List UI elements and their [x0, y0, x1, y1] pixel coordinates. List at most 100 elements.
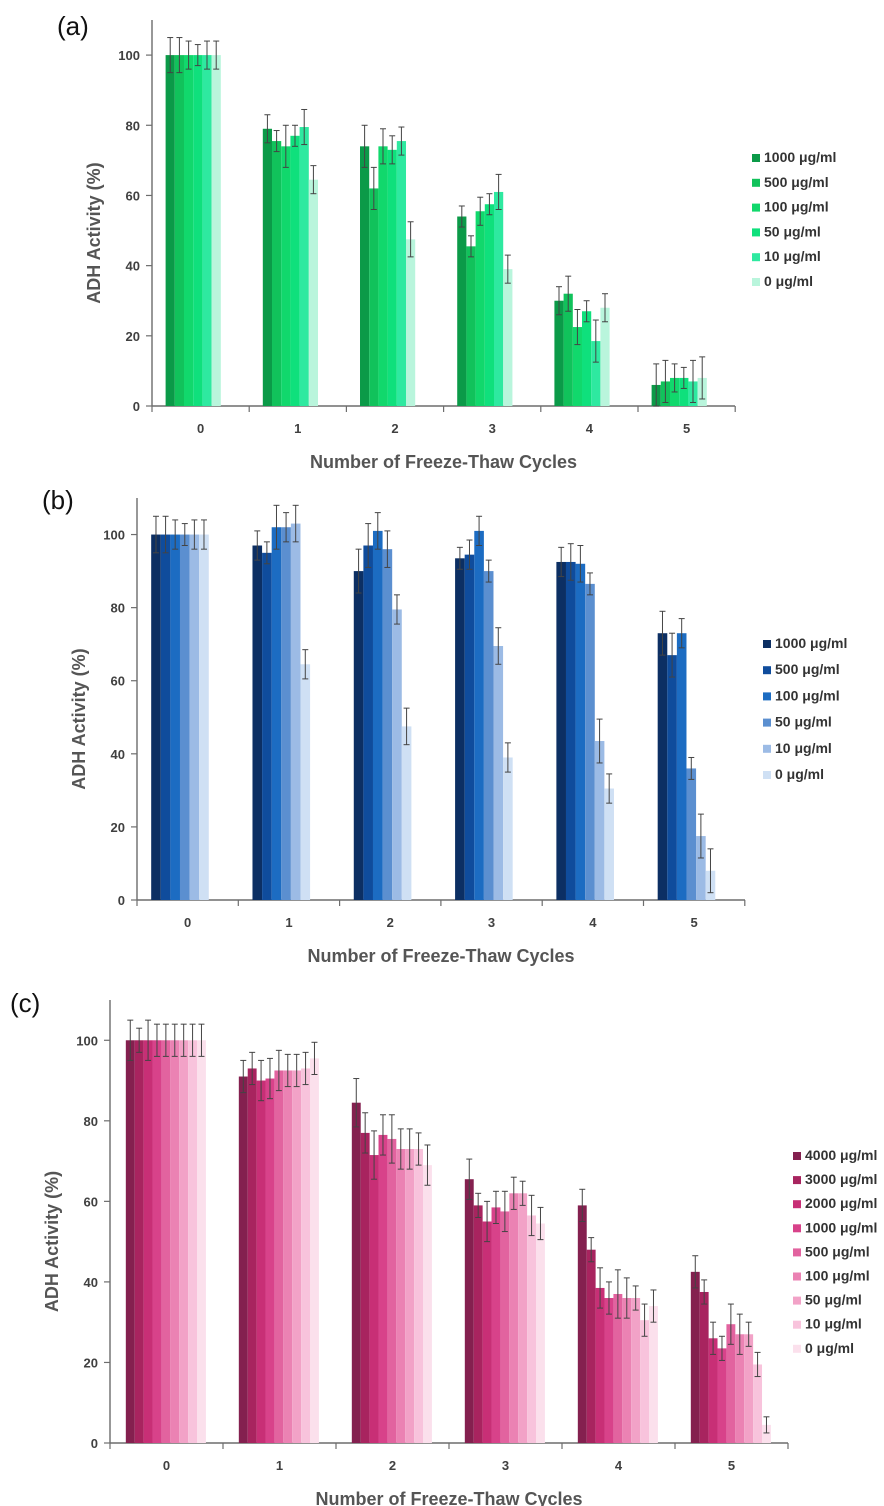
bar [594, 741, 605, 900]
legend-label: 4000 μg/ml [805, 1147, 877, 1163]
bar [252, 545, 263, 900]
bar [491, 1207, 501, 1443]
bar [536, 1223, 545, 1443]
bar [622, 1298, 632, 1443]
legend-label: 10 μg/ml [805, 1316, 862, 1332]
bar [554, 300, 564, 406]
y-tick-label: 100 [103, 528, 125, 543]
bar [396, 1149, 406, 1443]
bar [188, 1040, 198, 1443]
legend-label: 50 μg/ml [805, 1292, 862, 1308]
x-tick-label: 5 [683, 421, 690, 436]
x-tick-label: 5 [728, 1458, 735, 1473]
bar [308, 179, 319, 406]
bar [353, 571, 364, 900]
bar [134, 1040, 144, 1443]
bar [600, 307, 610, 406]
bar [189, 534, 200, 900]
panel-label: (b) [42, 485, 74, 515]
bar [572, 327, 583, 406]
bar [405, 1149, 415, 1443]
legend-swatch [793, 1296, 801, 1305]
bar [483, 571, 494, 900]
legend-swatch [752, 278, 760, 286]
legend-swatch [793, 1152, 801, 1160]
y-tick-label: 40 [111, 747, 125, 762]
legend: 4000 μg/ml 3000 μg/ml 2000 μg/ml 1000 μg/ml… [793, 1147, 877, 1356]
bar [474, 530, 484, 900]
y-tick-label: 100 [118, 48, 140, 63]
legend-label: 100 μg/ml [805, 1268, 870, 1284]
bar [170, 534, 180, 900]
y-tick-label: 0 [118, 893, 125, 908]
bar [360, 146, 370, 406]
y-tick-label: 80 [84, 1114, 98, 1129]
chart-panel-c: (c) 0 20 40 60 80 100 0 1 2 3 4 5 Number of Freeze-Th… [10, 988, 877, 1506]
x-tick-label: 1 [276, 1458, 283, 1473]
bar [378, 1134, 388, 1443]
bar [401, 726, 412, 900]
legend-swatch [793, 1200, 801, 1209]
bar [179, 1040, 189, 1443]
x-tick-label: 2 [389, 1458, 396, 1473]
bar [211, 55, 221, 406]
y-tick-label: 60 [126, 188, 140, 203]
bar [160, 534, 171, 900]
bar [509, 1193, 519, 1443]
x-axis-title: Number of Freeze-Thaw Cycles [310, 452, 577, 472]
bar [466, 246, 476, 406]
bar [256, 1080, 266, 1443]
bar [577, 1205, 587, 1443]
bar [165, 55, 175, 406]
legend-swatch [752, 178, 760, 187]
legend: 1000 μg/ml 500 μg/ml 100 μg/ml 50 μg/ml 10 μ… [752, 149, 836, 289]
bar [310, 1058, 319, 1443]
bar [238, 1076, 248, 1443]
bar [464, 1179, 474, 1443]
legend-swatch [752, 253, 760, 262]
y-tick-label: 0 [133, 399, 140, 414]
bar [575, 563, 586, 900]
bar [457, 216, 467, 406]
x-tick-label: 5 [691, 915, 698, 930]
bar [369, 188, 379, 406]
bar [363, 545, 373, 900]
bar [143, 1040, 153, 1443]
legend-label: 0 μg/ml [775, 766, 824, 782]
y-axis-title: ADH Activity (%) [84, 162, 104, 303]
y-tick-label: 20 [126, 329, 140, 344]
bar [184, 55, 194, 406]
bar [735, 1334, 745, 1443]
bar [708, 1338, 718, 1443]
bar [387, 149, 397, 406]
bar [676, 633, 687, 900]
bar [563, 293, 573, 406]
legend-swatch [763, 771, 771, 779]
bar [475, 211, 485, 406]
bar [717, 1348, 727, 1443]
y-tick-label: 20 [111, 820, 125, 835]
x-tick-label: 4 [586, 421, 594, 436]
legend-label: 500 μg/ml [775, 661, 840, 677]
bar [503, 757, 513, 900]
panel-label: (c) [10, 988, 40, 1018]
x-tick-label: 3 [502, 1458, 509, 1473]
bar [423, 1165, 432, 1443]
chart-panel-a: (a) 0 20 40 60 80 100 0 1 2 3 4 5 Number of Freeze-Th… [57, 11, 836, 472]
y-tick-label: 100 [76, 1033, 98, 1048]
x-tick-label: 1 [294, 421, 301, 436]
legend-label: 0 μg/ml [764, 273, 813, 289]
chart-panel-b: (b) 0 20 40 60 80 100 0 1 2 3 4 5 Number of Freeze-Th… [42, 485, 847, 966]
y-axis-title: ADH Activity (%) [42, 1171, 62, 1312]
bar [464, 554, 475, 900]
bar [484, 204, 495, 406]
bar [414, 1149, 424, 1443]
legend-swatch [793, 1248, 801, 1257]
y-tick-label: 40 [84, 1275, 98, 1290]
bar [679, 377, 689, 406]
legend-label: 50 μg/ml [775, 714, 832, 730]
legend-swatch [793, 1176, 801, 1185]
bar [197, 1040, 206, 1443]
legend-swatch [763, 718, 771, 727]
x-tick-label: 3 [489, 421, 496, 436]
